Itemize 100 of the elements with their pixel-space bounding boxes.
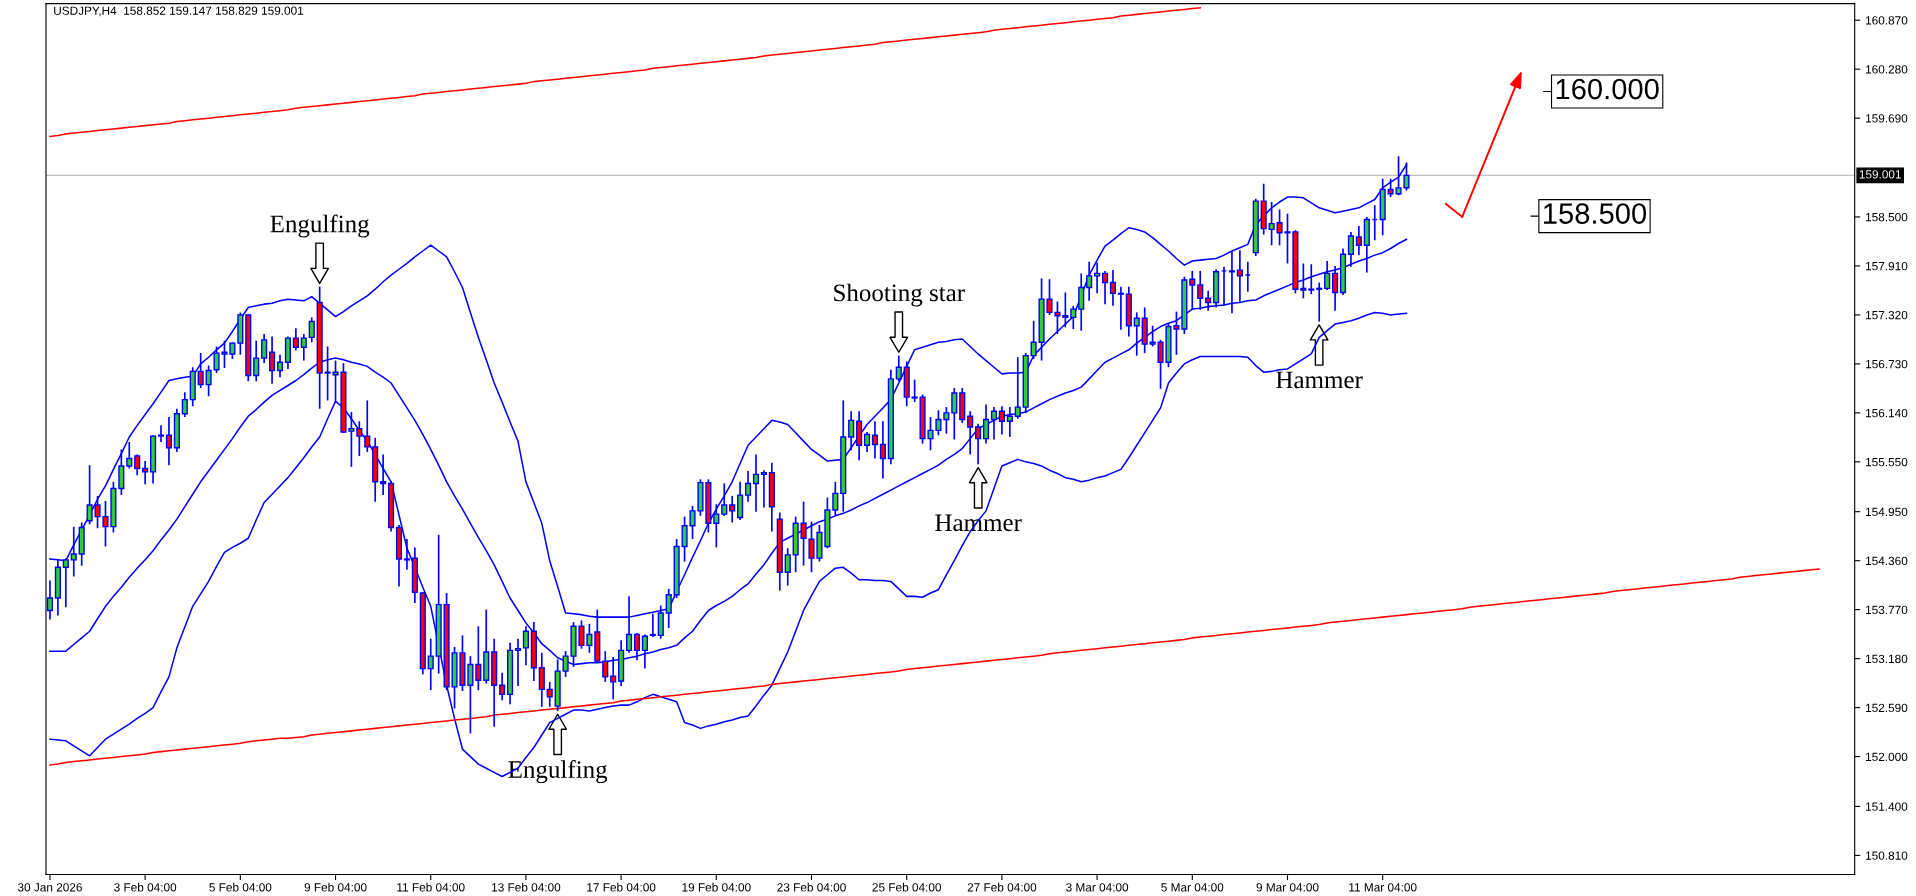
candlestick xyxy=(1205,290,1212,311)
candlestick xyxy=(427,638,434,691)
ref-line-label: 159.001 xyxy=(1859,170,1901,179)
annotation: Engulfing xyxy=(508,760,608,784)
candlestick xyxy=(1308,264,1315,295)
y-tick-label: 158.500 xyxy=(1866,212,1908,222)
candlestick xyxy=(784,548,791,586)
candlestick xyxy=(268,336,276,384)
y-tick-label: 154.950 xyxy=(1866,507,1908,517)
candlestick xyxy=(364,400,371,452)
candlestick xyxy=(1070,305,1077,330)
candlestick xyxy=(1197,270,1204,310)
candlestick xyxy=(848,411,855,451)
candlestick xyxy=(1078,273,1085,331)
y-tick-label: 160.280 xyxy=(1866,65,1908,74)
y-tick-label: 152.590 xyxy=(1866,703,1908,713)
x-tick-label: 9 Mar 04:00 xyxy=(1256,883,1319,892)
x-tick-label: 9 Feb 04:00 xyxy=(304,882,367,892)
candlestick xyxy=(514,638,522,687)
x-tick-label: 3 Feb 04:00 xyxy=(114,882,177,892)
chart-title: USDJPY,H4 158.852 159.147 158.829 159.001 xyxy=(54,6,304,17)
candlestick xyxy=(253,340,260,382)
candlestick xyxy=(1101,270,1109,305)
candlestick xyxy=(967,411,974,455)
candlestick xyxy=(729,495,736,523)
candlestick xyxy=(1355,226,1362,256)
x-tick-label: 3 Mar 04:00 xyxy=(1066,883,1129,892)
x-tick-label: 23 Feb 04:00 xyxy=(777,882,846,892)
candlestick xyxy=(1109,270,1117,306)
line-series xyxy=(49,6,1201,138)
y-tick-label: 156.140 xyxy=(1866,408,1908,418)
candlestick xyxy=(721,483,728,516)
x-tick-label: 11 Mar 04:00 xyxy=(1349,883,1417,892)
candlestick xyxy=(990,407,998,440)
y-tick-label: 159.690 xyxy=(1866,114,1908,123)
candlestick xyxy=(1086,261,1093,301)
x-tick-label: 30 Jan 2026 xyxy=(17,883,82,892)
candlestick xyxy=(879,421,886,479)
candlestick xyxy=(380,454,387,496)
candlestick xyxy=(1300,263,1307,299)
candlestick xyxy=(863,431,871,452)
candlestick xyxy=(871,421,879,459)
candlestick xyxy=(1014,357,1021,419)
x-tick-label: 11 Feb 04:00 xyxy=(397,882,465,892)
y-tick-label: 153.180 xyxy=(1866,654,1908,664)
candlestick xyxy=(982,404,990,444)
y-tick-label: 154.360 xyxy=(1866,556,1908,566)
annotation: Engulfing xyxy=(270,214,370,238)
candlestick xyxy=(261,334,268,364)
candlestick xyxy=(62,558,69,608)
candlestick xyxy=(1332,265,1339,311)
candlestick xyxy=(975,423,982,465)
candlestick xyxy=(895,355,902,382)
x-tick-label: 27 Feb 04:00 xyxy=(967,882,1037,892)
y-tick-label: 150.810 xyxy=(1866,851,1908,860)
x-tick-label: 19 Feb 04:00 xyxy=(682,882,751,892)
candlestick xyxy=(118,449,125,496)
candlestick xyxy=(1006,407,1013,437)
annotation: 158.500 xyxy=(1544,203,1647,224)
candlestick xyxy=(475,626,482,691)
candlestick xyxy=(300,334,307,361)
candlestick xyxy=(832,481,839,516)
candlestick xyxy=(744,470,752,502)
x-tick-label: 17 Feb 04:00 xyxy=(587,882,656,892)
candlestick xyxy=(134,454,141,476)
candlestick xyxy=(276,354,284,378)
candlestick xyxy=(760,470,767,508)
candlestick xyxy=(165,417,173,466)
candlestick xyxy=(633,632,641,661)
candlestick xyxy=(308,317,315,343)
candlestick xyxy=(1228,251,1236,314)
candlestick xyxy=(538,652,545,707)
y-tick-label: 157.910 xyxy=(1866,261,1908,271)
candlestick xyxy=(126,441,133,469)
candlestick xyxy=(1189,270,1196,310)
x-tick-label: 25 Feb 04:00 xyxy=(872,882,942,892)
candlestick xyxy=(181,392,188,418)
candlestick xyxy=(70,526,77,577)
y-tick-label: 155.550 xyxy=(1866,457,1908,467)
candlestick xyxy=(292,328,299,351)
candlestick xyxy=(546,681,553,707)
candlestick xyxy=(46,580,54,620)
candlestick xyxy=(157,425,165,442)
candlestick xyxy=(1236,250,1243,302)
y-tick-label: 152.000 xyxy=(1866,752,1908,761)
x-tick-label: 5 Feb 04:00 xyxy=(209,882,272,892)
candlestick xyxy=(1117,286,1124,330)
annotation: Shooting star xyxy=(834,283,965,307)
candlestick xyxy=(951,387,958,440)
candlestick xyxy=(142,461,149,485)
candlestick xyxy=(403,539,411,570)
y-tick-label: 153.770 xyxy=(1866,605,1908,615)
candlestick xyxy=(1316,282,1323,322)
annotation: Hammer xyxy=(1276,371,1363,389)
y-tick-label: 151.400 xyxy=(1866,802,1908,811)
candlestick xyxy=(356,421,363,457)
candlestick xyxy=(499,672,506,701)
candlestick xyxy=(1094,262,1101,294)
y-tick-label: 160.870 xyxy=(1866,16,1908,25)
candlestick xyxy=(205,365,212,397)
